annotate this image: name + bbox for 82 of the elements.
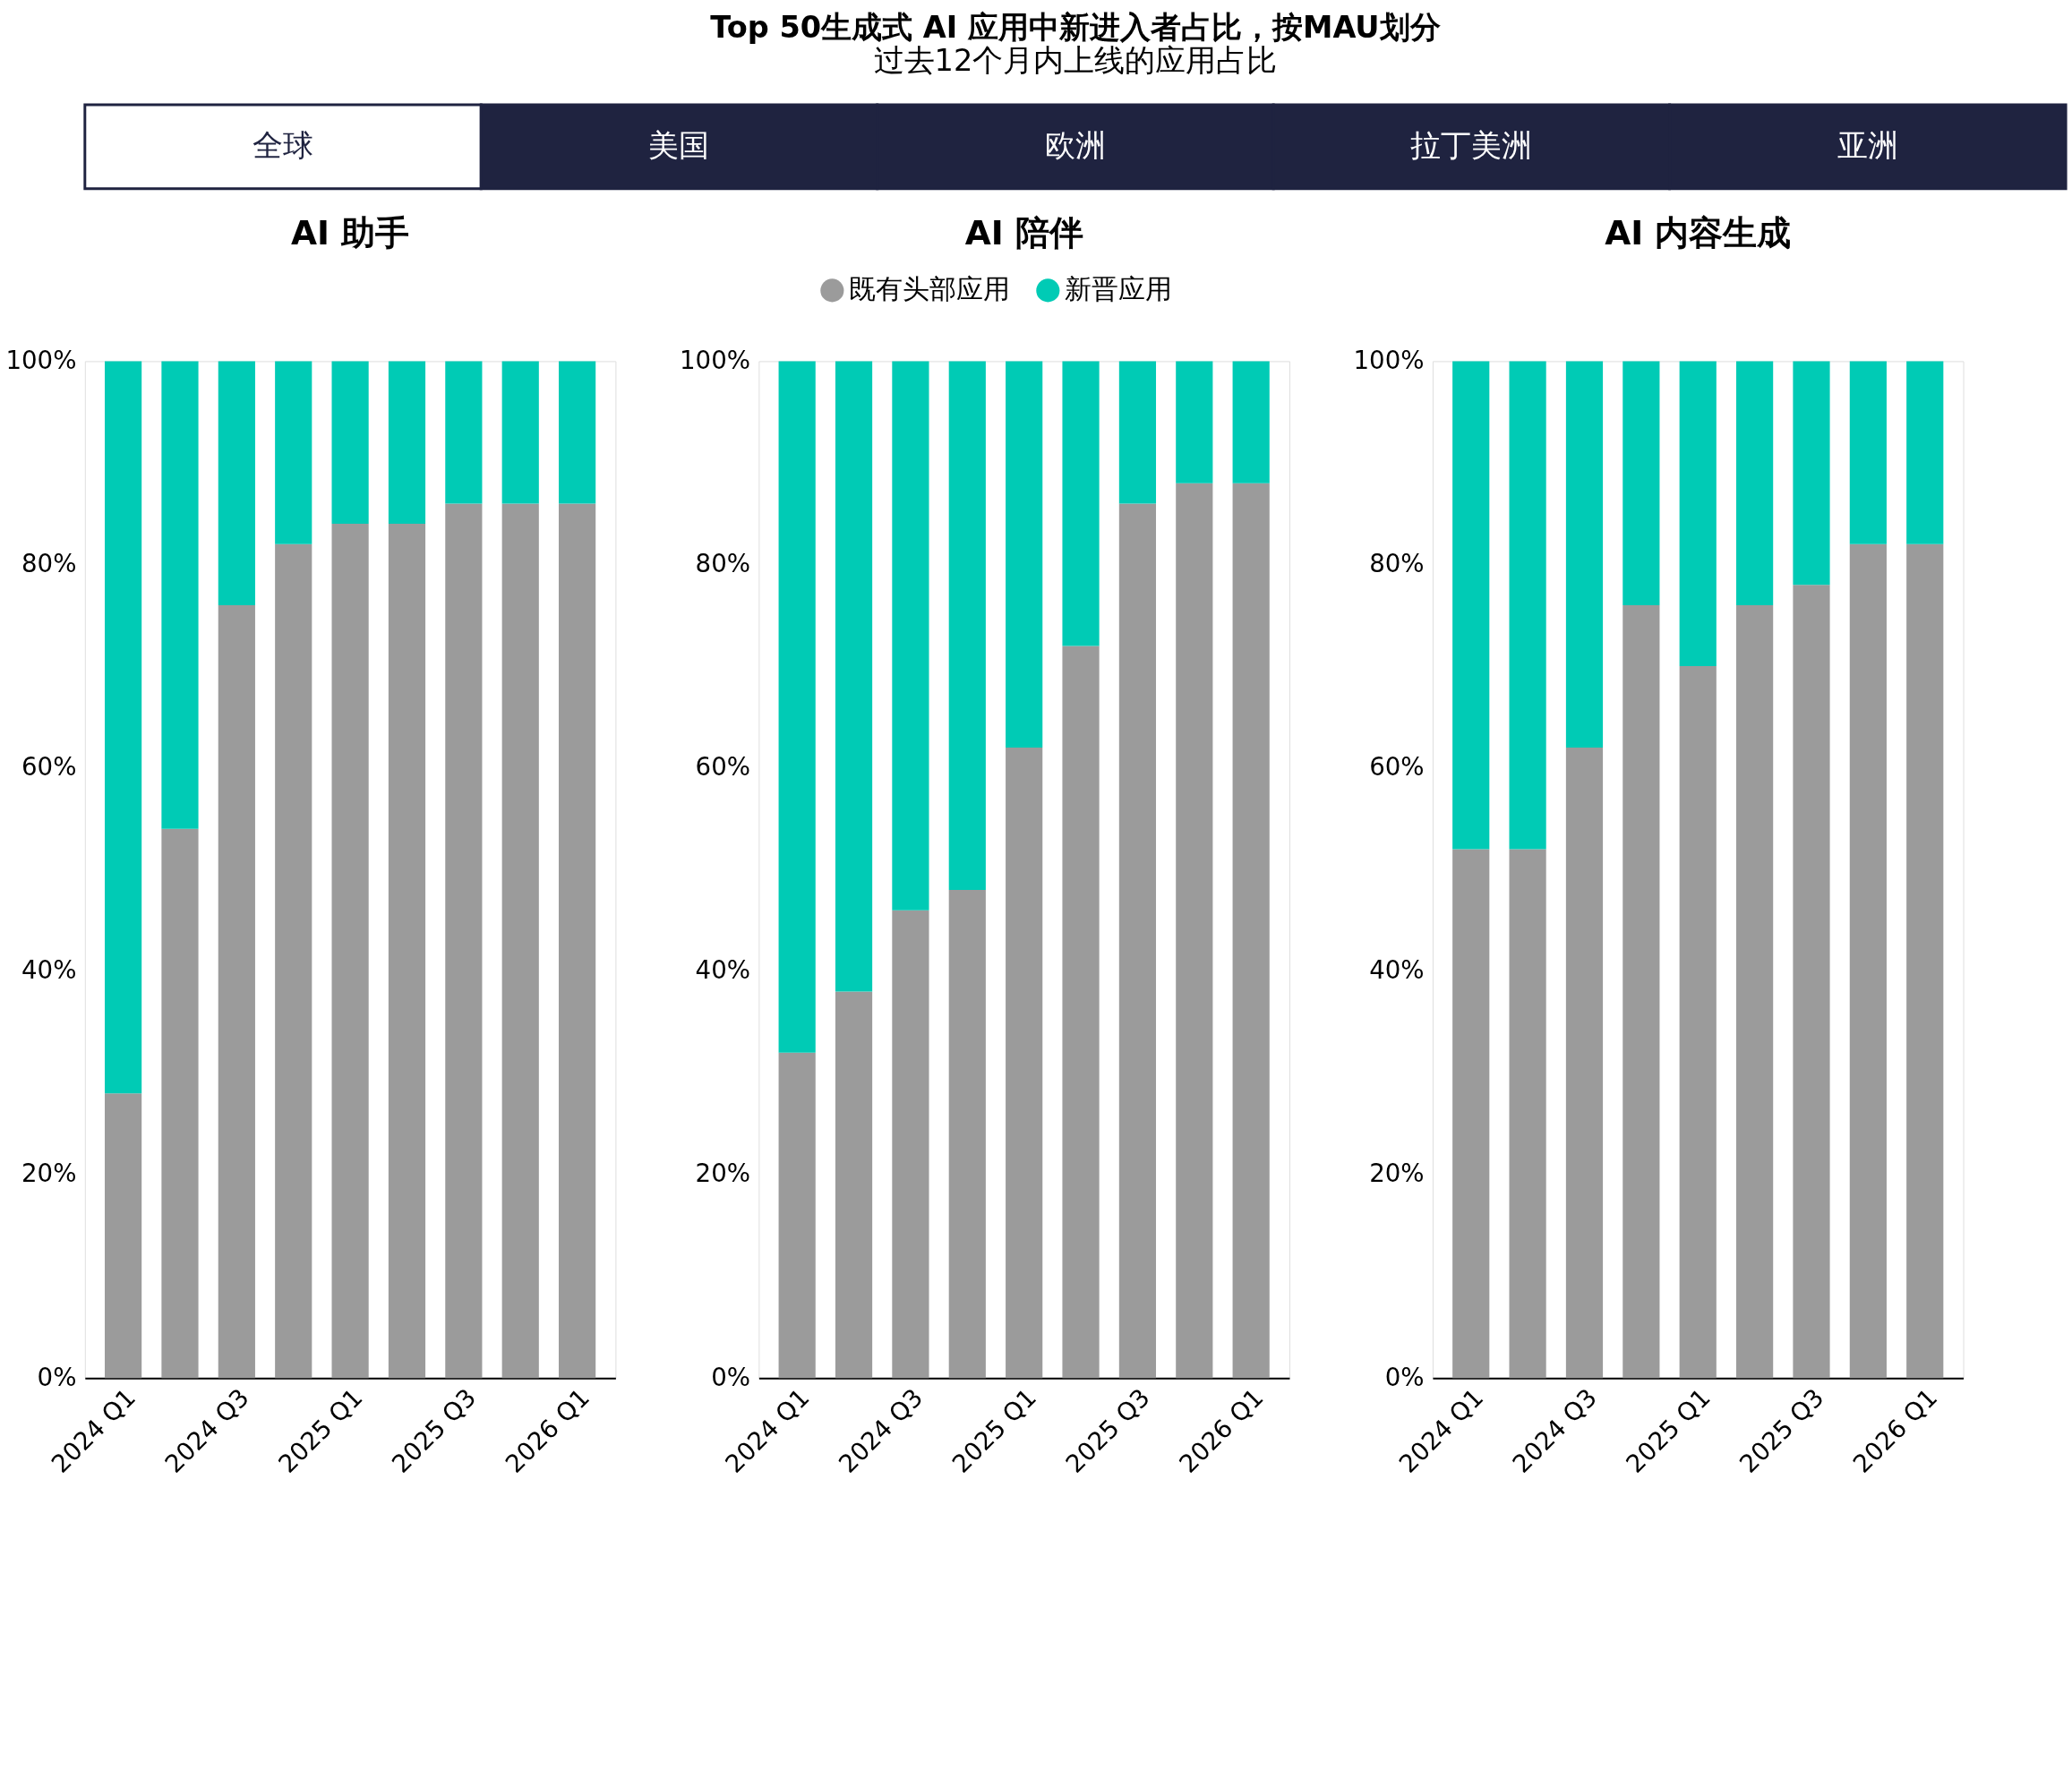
bar bbox=[1565, 361, 1604, 748]
bar bbox=[1062, 361, 1100, 646]
bar bbox=[1232, 361, 1270, 483]
bar bbox=[1176, 483, 1213, 1379]
y-tick-label: 100% bbox=[1353, 345, 1425, 375]
y-tick-label: 80% bbox=[21, 548, 77, 578]
y-tick-label: 40% bbox=[695, 955, 750, 986]
bar bbox=[104, 361, 142, 1094]
bar bbox=[218, 604, 255, 1379]
bar bbox=[1006, 747, 1043, 1379]
chart-title: AI 助手 bbox=[291, 213, 410, 253]
bar bbox=[892, 910, 929, 1379]
bar bbox=[892, 361, 929, 911]
bar bbox=[835, 991, 873, 1379]
bar bbox=[331, 524, 369, 1379]
bar bbox=[275, 543, 313, 1379]
text: 欧洲 bbox=[1044, 127, 1106, 163]
bar bbox=[1622, 604, 1660, 1379]
bar bbox=[1736, 604, 1774, 1379]
y-tick-label: 60% bbox=[1369, 752, 1425, 782]
bar bbox=[1006, 361, 1043, 748]
bar bbox=[1565, 747, 1604, 1379]
bar bbox=[1176, 361, 1213, 483]
bar bbox=[1452, 361, 1490, 850]
bar bbox=[1452, 849, 1490, 1379]
bar bbox=[1062, 646, 1100, 1379]
y-tick-label: 20% bbox=[21, 1159, 77, 1189]
chart-title: AI 内容生成 bbox=[1605, 213, 1792, 253]
bar bbox=[835, 361, 873, 992]
bar bbox=[1849, 361, 1887, 544]
bar bbox=[161, 828, 199, 1379]
bar bbox=[778, 361, 816, 1053]
bar bbox=[1509, 849, 1546, 1379]
bar bbox=[1232, 483, 1270, 1379]
bar bbox=[1849, 543, 1887, 1379]
text: 亚洲 bbox=[1837, 127, 1898, 163]
y-tick-label: 20% bbox=[1369, 1159, 1425, 1189]
y-tick-label: 100% bbox=[679, 345, 750, 375]
bar bbox=[1118, 503, 1157, 1379]
bar bbox=[1906, 543, 1944, 1379]
y-tick-label: 0% bbox=[37, 1362, 77, 1392]
text: 美国 bbox=[648, 127, 710, 163]
bar bbox=[161, 361, 199, 829]
bar bbox=[218, 361, 255, 605]
bar bbox=[1622, 361, 1660, 605]
bar bbox=[388, 361, 426, 525]
y-tick-label: 20% bbox=[695, 1159, 750, 1189]
text: 拉丁美洲 bbox=[1410, 127, 1533, 163]
legend-label: 新晋应用 bbox=[1065, 274, 1173, 305]
bar bbox=[559, 503, 596, 1379]
y-tick-label: 40% bbox=[1369, 955, 1425, 986]
bar bbox=[501, 503, 539, 1379]
bar bbox=[948, 889, 986, 1379]
bar bbox=[1679, 666, 1717, 1379]
bar bbox=[1509, 361, 1546, 850]
bar bbox=[1793, 361, 1830, 586]
bar bbox=[388, 524, 426, 1379]
bar bbox=[778, 1052, 816, 1379]
bar bbox=[104, 1093, 142, 1379]
bar bbox=[1118, 361, 1157, 504]
y-tick-label: 60% bbox=[21, 752, 77, 782]
y-tick-label: 100% bbox=[5, 345, 77, 375]
y-tick-label: 60% bbox=[695, 752, 750, 782]
y-tick-label: 40% bbox=[21, 955, 77, 986]
bar bbox=[1793, 585, 1830, 1379]
bar bbox=[445, 503, 483, 1379]
y-tick-label: 80% bbox=[695, 548, 750, 578]
legend-label: 既有头部应用 bbox=[849, 274, 1011, 305]
bar bbox=[445, 361, 483, 504]
bar bbox=[948, 361, 986, 890]
bar bbox=[1679, 361, 1717, 667]
bar bbox=[1906, 361, 1944, 544]
text: 全球 bbox=[253, 127, 314, 163]
bar bbox=[275, 361, 313, 544]
y-tick-label: 80% bbox=[1369, 548, 1425, 578]
y-tick-label: 0% bbox=[1384, 1362, 1425, 1392]
bar bbox=[501, 361, 539, 504]
bar bbox=[1736, 361, 1774, 605]
chart-title: AI 陪伴 bbox=[964, 213, 1083, 253]
bar bbox=[559, 361, 596, 504]
y-tick-label: 0% bbox=[711, 1362, 750, 1392]
bar bbox=[331, 361, 369, 525]
